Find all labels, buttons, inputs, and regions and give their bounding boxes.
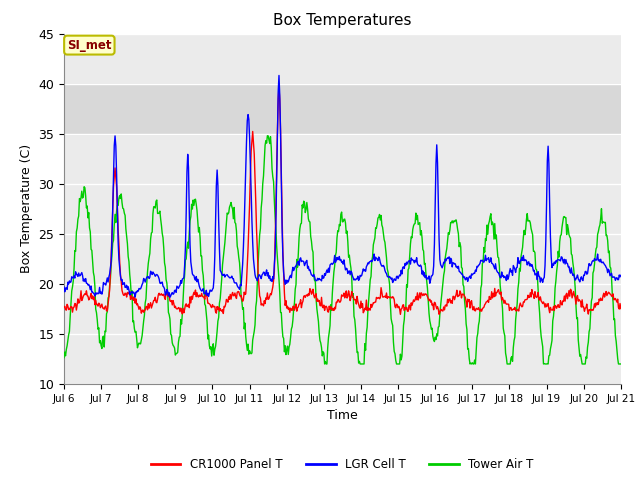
Bar — [64, 84, 621, 134]
Y-axis label: Box Temperature (C): Box Temperature (C) — [20, 144, 33, 274]
X-axis label: Time: Time — [327, 409, 358, 422]
Title: Box Temperatures: Box Temperatures — [273, 13, 412, 28]
Text: SI_met: SI_met — [67, 38, 111, 52]
Legend: CR1000 Panel T, LGR Cell T, Tower Air T: CR1000 Panel T, LGR Cell T, Tower Air T — [147, 454, 538, 476]
